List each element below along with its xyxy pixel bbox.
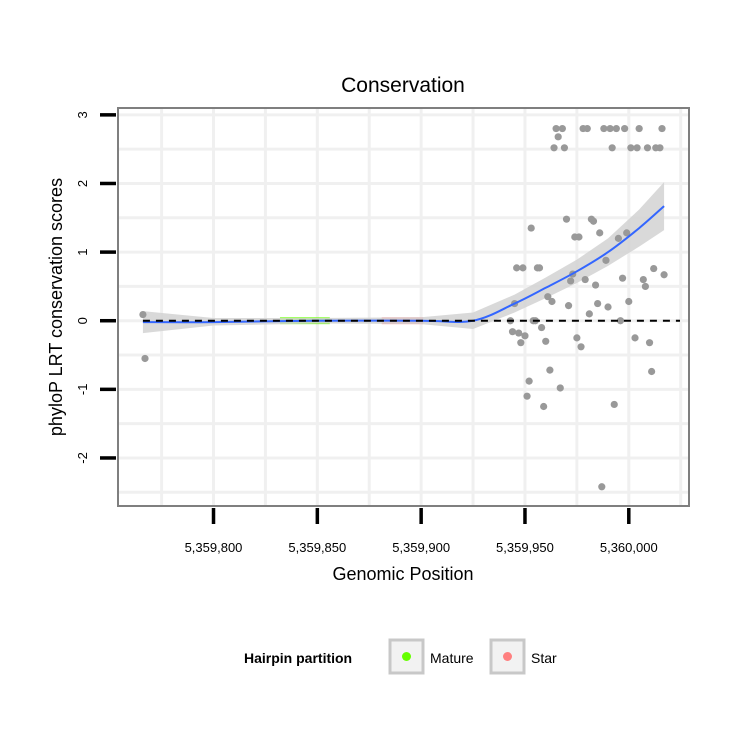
data-point [614,234,623,242]
data-point [515,329,523,337]
data-point [608,144,616,152]
x-axis: 5,359,800 5,359,850 5,359,900 5,359,950 5,36… [185,508,658,555]
data-point [612,124,620,133]
ribbon-band [142,182,665,334]
score-points [139,124,668,491]
data-point [546,366,554,374]
data-point [585,310,593,318]
data-point [631,334,639,342]
data-point [627,144,635,152]
data-point [573,334,581,342]
y-axis-title: phyloP LRT conservation scores [46,178,66,436]
data-point [598,483,606,491]
data-point [581,275,589,284]
confidence-ribbon [142,182,665,334]
data-point [658,124,666,133]
data-point [537,323,546,332]
data-point [556,384,564,392]
data-point [583,124,591,133]
data-point [594,299,602,308]
data-point [525,377,533,385]
data-point [564,302,573,310]
y-axis: -2 -1 0 1 2 3 [75,111,116,464]
data-point [602,256,610,264]
data-point [567,277,575,285]
data-point [535,264,544,272]
data-point [625,297,633,306]
data-point [562,215,571,223]
data-point [558,124,566,133]
data-point [552,124,560,133]
x-axis-title: Genomic Position [332,564,473,584]
data-point [517,339,525,347]
data-point [635,124,643,133]
data-point [513,264,521,272]
data-point [643,144,652,152]
data-point [519,264,527,272]
data-point [656,144,664,152]
data-point [523,392,531,400]
y-tick-label: 1 [75,248,90,255]
chart-title: Conservation [341,74,465,97]
data-point [604,303,612,311]
data-point [508,328,517,336]
data-point [544,293,552,301]
x-tick-label: 5,359,900 [392,540,450,555]
x-tick-label: 5,359,800 [185,540,243,555]
data-point [527,224,535,232]
x-tick-label: 5,359,850 [288,540,346,555]
x-tick-label: 5,360,000 [600,540,658,555]
legend-label-mature: Mature [430,650,474,666]
data-point [542,337,550,345]
y-tick-label: -2 [75,452,90,464]
legend: Hairpin partition Mature Star [244,638,557,675]
data-point [633,144,641,152]
data-point [600,124,608,133]
data-point [621,124,629,133]
data-point [577,343,585,351]
data-point [554,133,562,141]
data-point [550,144,558,152]
data-point [548,297,556,306]
legend-dot-mature [402,652,411,661]
data-point [645,339,654,347]
y-tick-label: 0 [75,317,90,324]
data-point [591,281,600,289]
data-point [639,275,647,284]
data-point [596,229,604,237]
data-point [606,124,614,133]
y-tick-label: -1 [75,384,90,396]
data-point [610,400,618,409]
legend-label-star: Star [531,650,557,666]
data-point [589,217,598,225]
plot-frame [117,107,690,507]
data-point [648,367,656,376]
data-point [575,233,583,241]
data-point [141,354,149,363]
grid-lines [118,108,689,506]
legend-title: Hairpin partition [244,650,352,666]
data-point [618,274,627,282]
data-point [616,317,625,325]
data-point [540,402,548,411]
data-point [521,332,529,340]
data-point [560,144,569,152]
data-point [641,282,649,291]
data-point [660,271,668,279]
y-tick-label: 3 [75,111,90,118]
y-tick-label: 2 [75,180,90,187]
data-point [139,310,147,319]
data-point [650,264,658,273]
legend-dot-star [503,652,512,661]
data-point [623,229,631,237]
x-tick-label: 5,359,950 [496,540,554,555]
